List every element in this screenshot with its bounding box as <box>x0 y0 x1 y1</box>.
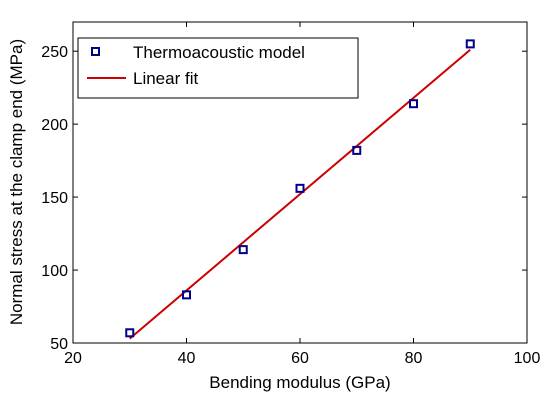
y-tick-label: 150 <box>41 190 68 207</box>
legend: Thermoacoustic model Linear fit <box>77 37 359 99</box>
series-group <box>125 39 475 340</box>
legend-box <box>77 37 359 99</box>
data-point <box>465 39 475 49</box>
x-tick-label: 20 <box>64 350 82 367</box>
data-point <box>238 245 248 255</box>
y-tick-label: 100 <box>41 263 68 280</box>
legend-marker-square <box>91 47 100 56</box>
x-tick-label: 100 <box>514 350 541 367</box>
x-tick-label: 80 <box>405 350 423 367</box>
legend-label-linear-fit: Linear fit <box>133 69 198 88</box>
x-axis-label: Bending modulus (GPa) <box>209 373 390 392</box>
data-point <box>295 183 305 193</box>
y-tick-label: 200 <box>41 117 68 134</box>
data-point <box>182 290 191 300</box>
axis-ticks: 20 40 60 80 100 50 100 150 200 250 <box>41 22 540 367</box>
y-axis-label: Normal stress at the clamp end (MPa) <box>7 39 26 325</box>
data-point <box>409 99 418 109</box>
y-tick-label: 250 <box>41 44 68 61</box>
legend-label-thermoacoustic: Thermoacoustic model <box>133 43 305 62</box>
data-point <box>125 328 135 338</box>
data-point <box>352 145 362 155</box>
x-tick-label: 60 <box>291 350 309 367</box>
y-tick-label: 50 <box>50 336 68 353</box>
x-tick-label: 40 <box>178 350 196 367</box>
